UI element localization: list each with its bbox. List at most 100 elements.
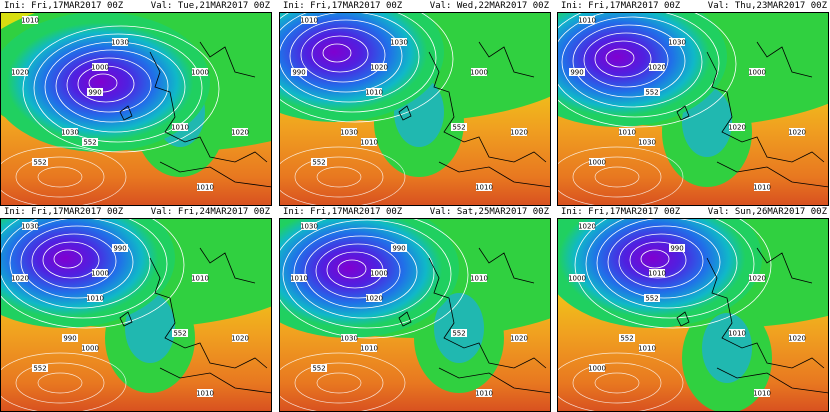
contour-label: 990 <box>88 89 101 97</box>
weather-map: 1020 1010 990 1000 552 1020 1010 552 1010 1000 102… <box>557 218 829 412</box>
isobar <box>15 362 105 404</box>
label-bg <box>232 334 248 342</box>
contour-label: 1010 <box>753 184 771 192</box>
isobar <box>618 233 704 289</box>
contour-label: 552 <box>33 365 46 373</box>
map-panel: Ini: Fri,17MAR2017 00Z Val: Tue,21MAR2017… <box>0 0 272 206</box>
isobar <box>557 12 720 118</box>
isobar <box>315 243 401 299</box>
init-time: Ini: Fri,17MAR2017 00Z <box>283 207 403 217</box>
contour-label: 552 <box>173 330 186 338</box>
contour-label: 552 <box>33 159 46 167</box>
contour-label: 552 <box>83 139 96 147</box>
contour-label: 1010 <box>191 275 209 283</box>
coastline <box>398 247 551 394</box>
contour-label: 1010 <box>475 390 493 398</box>
label-bg <box>22 222 38 230</box>
panel-header: Ini: Fri,17MAR2017 00Z Val: Fri,24MAR2017… <box>0 206 272 218</box>
contour-label: 1020 <box>648 64 666 72</box>
label-bg <box>291 68 307 76</box>
isobar <box>53 249 83 269</box>
isobar <box>0 218 168 319</box>
isobar <box>282 219 452 329</box>
contour-label: 1010 <box>753 390 771 398</box>
coastline <box>398 41 551 188</box>
panel-header: Ini: Fri,17MAR2017 00Z Val: Wed,22MAR2017… <box>279 0 551 12</box>
isobar <box>585 218 755 319</box>
label-bg <box>82 344 98 352</box>
label-bg <box>579 222 595 230</box>
panel-header: Ini: Fri,17MAR2017 00Z Val: Tue,21MAR2017… <box>0 0 272 12</box>
contour-label: 1000 <box>470 69 488 77</box>
label-bg <box>192 274 208 282</box>
contour-label: 1010 <box>196 390 214 398</box>
label-bg <box>311 364 327 372</box>
label-bg <box>669 38 685 46</box>
isobar <box>605 48 635 68</box>
valid-time: Val: Tue,21MAR2017 00Z <box>150 1 270 11</box>
isobar <box>31 233 117 289</box>
isobar <box>607 225 721 299</box>
isobar <box>279 352 406 412</box>
label-bg <box>569 274 585 282</box>
label-bg <box>371 63 387 71</box>
label-bg <box>639 138 655 146</box>
label-bg <box>87 88 103 96</box>
label-bg <box>749 274 765 282</box>
coastline <box>676 41 829 188</box>
isobar <box>294 156 384 198</box>
contour-label: 990 <box>292 69 305 77</box>
contour-label: 1000 <box>81 345 99 353</box>
label-bg <box>32 158 48 166</box>
contour-label: 1000 <box>568 275 586 283</box>
map-panel: Ini: Fri,17MAR2017 00Z Val: Fri,24MAR2017… <box>0 206 272 412</box>
contour-label: 1030 <box>390 39 408 47</box>
contour-label: 1030 <box>340 129 358 137</box>
isobar <box>33 33 203 143</box>
contour-label: 1020 <box>748 275 766 283</box>
label-bg <box>341 128 357 136</box>
label-bg <box>619 334 635 342</box>
contour-label: 1010 <box>196 184 214 192</box>
label-bg <box>92 63 108 71</box>
label-bg <box>644 294 660 302</box>
panel-header: Ini: Fri,17MAR2017 00Z Val: Sun,26MAR2017… <box>557 206 829 218</box>
isobar <box>594 40 652 78</box>
isobar <box>37 166 83 188</box>
label-bg <box>589 364 605 372</box>
isobar <box>279 12 454 123</box>
contour-label: 1010 <box>618 129 636 137</box>
map-border <box>0 12 272 206</box>
isobar <box>20 225 134 299</box>
isobar <box>572 156 662 198</box>
contour-label: 1020 <box>370 64 388 72</box>
label-bg <box>749 68 765 76</box>
contour-label: 552 <box>645 89 658 97</box>
isobar <box>66 57 152 113</box>
label-bg <box>569 68 585 76</box>
label-bg <box>451 329 467 337</box>
isobar <box>596 218 738 309</box>
contour-label: 1030 <box>21 223 39 231</box>
isobar <box>640 249 670 269</box>
label-bg <box>371 269 387 277</box>
valid-time: Val: Wed,22MAR2017 00Z <box>429 1 549 11</box>
isobar <box>9 218 151 309</box>
contour-label: 1010 <box>360 139 378 147</box>
isobar <box>572 362 662 404</box>
isobar <box>279 12 420 103</box>
weather-map: 1010102010309901010100055210301010552102… <box>279 12 551 206</box>
isobar <box>300 27 386 83</box>
contour-label: 1020 <box>788 335 806 343</box>
label-bg <box>471 274 487 282</box>
isobar <box>0 146 127 206</box>
label-bg <box>649 269 665 277</box>
low-core <box>279 218 459 338</box>
label-bg <box>311 158 327 166</box>
label-bg <box>32 364 48 372</box>
label-bg <box>341 334 357 342</box>
isobar <box>311 35 369 73</box>
label-bg <box>729 329 745 337</box>
label-bg <box>291 274 307 282</box>
isobar <box>572 24 686 98</box>
